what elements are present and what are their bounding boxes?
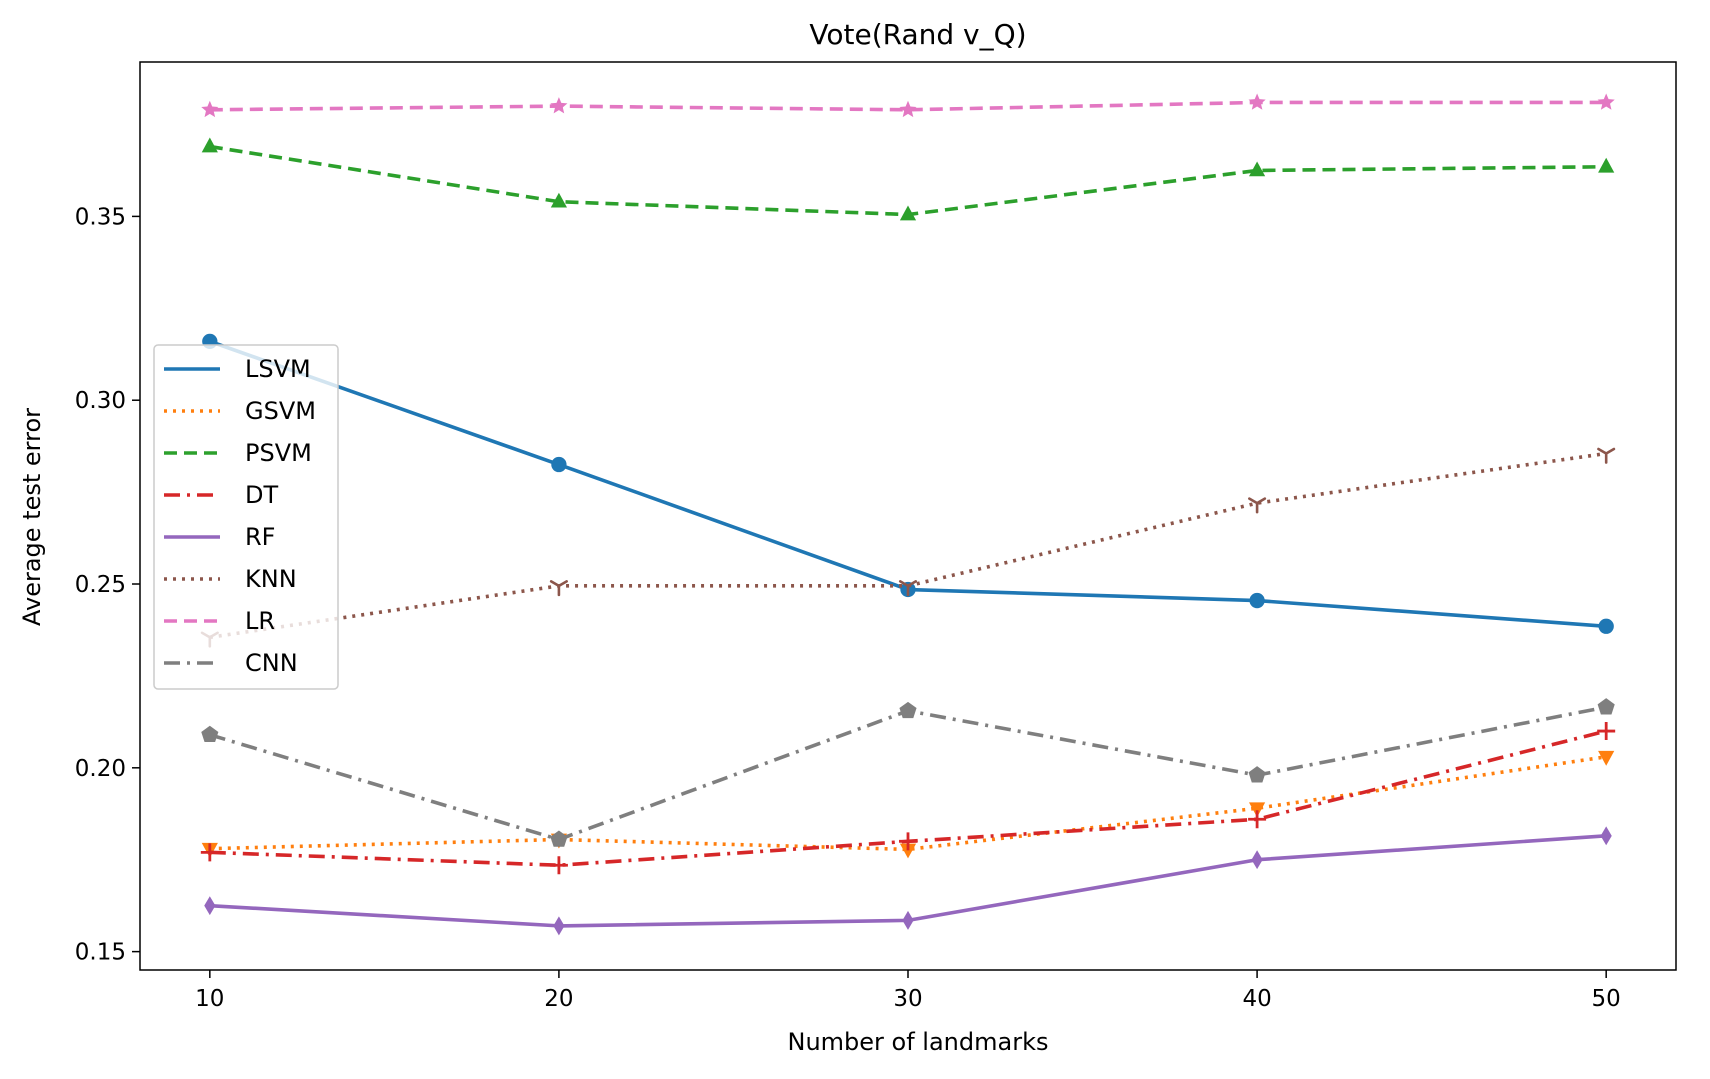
- data-point-lr: [1248, 93, 1266, 110]
- y-axis-label: Average test error: [18, 408, 46, 626]
- legend-item-knn: KNN: [164, 565, 297, 593]
- legend-label-lr: LR: [245, 607, 275, 635]
- data-point-rf: [553, 916, 565, 936]
- x-axis-label: Number of landmarks: [788, 1028, 1049, 1056]
- data-point-rf: [204, 896, 216, 916]
- data-point-psvm: [550, 192, 568, 208]
- legend-label-cnn: CNN: [245, 649, 298, 677]
- y-tick-label: 0.15: [75, 940, 126, 966]
- data-point-psvm: [201, 137, 218, 153]
- legend-item-dt: DT: [164, 481, 278, 509]
- x-tick-label: 40: [1242, 986, 1271, 1012]
- series-lines: [200, 93, 1616, 936]
- legend-label-dt: DT: [245, 481, 278, 509]
- series-line-knn: [209, 451, 1607, 640]
- data-point-cnn: [899, 701, 917, 719]
- data-point-dt: [549, 856, 568, 875]
- data-point-knn: [1248, 497, 1267, 514]
- data-point-dt: [1248, 810, 1267, 829]
- x-tick-label: 50: [1592, 986, 1621, 1012]
- data-point-cnn: [1597, 698, 1615, 715]
- legend-label-psvm: PSVM: [245, 439, 312, 467]
- series-lr: [201, 93, 1615, 118]
- series-psvm: [201, 137, 1615, 221]
- data-point-dt: [200, 843, 219, 862]
- y-tick-label: 0.30: [75, 388, 126, 414]
- legend-label-gsvm: GSVM: [245, 397, 316, 425]
- legend-box: [153, 344, 339, 690]
- data-point-lsvm: [1598, 618, 1614, 634]
- data-point-rf: [902, 910, 914, 930]
- data-point-dt: [899, 832, 917, 851]
- data-point-psvm: [899, 205, 917, 221]
- y-tick-label: 0.20: [75, 756, 126, 782]
- series-line-lr: [209, 100, 1607, 112]
- data-point-gsvm: [1248, 802, 1266, 818]
- series-dt: [200, 722, 1616, 875]
- data-point-lr: [1597, 93, 1615, 110]
- legend-item-lsvm: LSVM: [164, 355, 311, 383]
- data-point-cnn: [1248, 766, 1266, 783]
- legend-label-knn: KNN: [245, 565, 297, 593]
- legend-item-psvm: PSVM: [164, 439, 312, 467]
- x-tick-label: 30: [893, 986, 922, 1012]
- data-point-knn: [549, 580, 568, 597]
- series-knn: [200, 447, 1616, 648]
- plot-area-frame: [139, 61, 1677, 971]
- data-point-rf: [1600, 826, 1612, 846]
- data-point-lr: [550, 97, 568, 114]
- legend-item-rf: RF: [164, 523, 275, 551]
- data-point-gsvm: [1598, 750, 1615, 766]
- series-cnn: [201, 698, 1615, 847]
- data-point-rf: [1251, 850, 1263, 870]
- y-tick-label: 0.25: [75, 572, 126, 598]
- data-point-psvm: [1598, 157, 1615, 173]
- legend-label-rf: RF: [245, 523, 275, 551]
- series-rf: [204, 826, 1612, 936]
- data-point-cnn: [201, 725, 219, 743]
- chart-legend: LSVM GSVM PSVM DT RF KNN LR CNN: [153, 344, 339, 690]
- legend-items: LSVM GSVM PSVM DT RF KNN LR CNN: [164, 355, 316, 677]
- data-point-lr: [899, 100, 917, 118]
- data-point-lr: [201, 100, 219, 118]
- y-tick-label: 0.35: [75, 204, 126, 230]
- data-point-knn: [898, 580, 918, 597]
- legend-item-cnn: CNN: [164, 649, 298, 677]
- x-tick-label: 10: [195, 986, 224, 1012]
- chart-title: Vote(Rand v_Q): [809, 18, 1026, 51]
- data-point-cnn: [550, 830, 568, 847]
- data-point-psvm: [1248, 161, 1266, 177]
- data-point-knn: [1597, 447, 1616, 464]
- legend-item-lr: LR: [164, 607, 275, 635]
- data-point-lsvm: [551, 456, 567, 473]
- legend-item-gsvm: GSVM: [164, 397, 316, 425]
- legend-label-lsvm: LSVM: [245, 355, 311, 383]
- data-point-lsvm: [1249, 592, 1265, 609]
- x-tick-label: 20: [544, 986, 573, 1012]
- data-point-gsvm: [899, 843, 917, 859]
- axis-ticks: 10 20 30 40 50 0.15 0.20 0.25 0.30 0.35: [75, 204, 1621, 1012]
- data-point-dt: [1597, 722, 1616, 741]
